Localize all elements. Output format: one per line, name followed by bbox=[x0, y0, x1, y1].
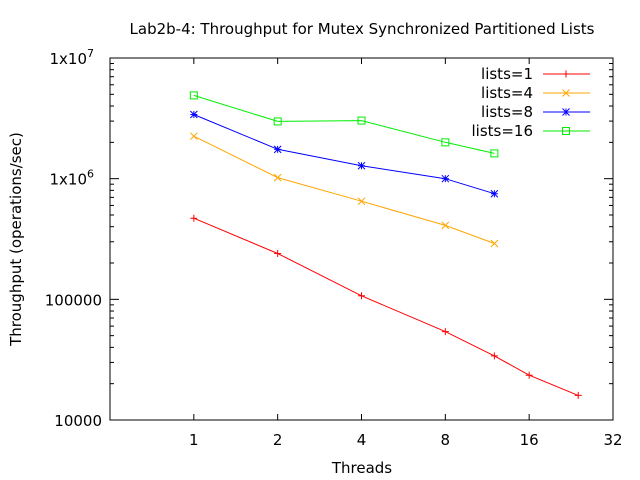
data-point-lists-1 bbox=[490, 352, 498, 360]
y-tick-label: 10000 bbox=[54, 412, 102, 430]
data-point-lists-1 bbox=[574, 391, 582, 399]
data-point-lists-8 bbox=[490, 189, 499, 198]
data-point-lists-4 bbox=[357, 197, 366, 206]
x-tick-label: 2 bbox=[273, 431, 283, 449]
legend-marker bbox=[562, 108, 570, 116]
y-tick-label: 100000 bbox=[45, 291, 102, 309]
y-tick-label-exponent: 6 bbox=[87, 168, 94, 181]
data-point-lists-4 bbox=[441, 221, 450, 230]
legend-marker bbox=[562, 127, 570, 135]
series-line-lists-16 bbox=[193, 94, 495, 154]
x-tick-label: 1 bbox=[189, 431, 199, 449]
y-tick-label: 1x106 bbox=[49, 168, 94, 189]
y-axis-label: Throughput (operations/sec) bbox=[7, 132, 25, 347]
x-tick-label: 4 bbox=[357, 431, 367, 449]
data-point-lists-8 bbox=[357, 161, 366, 170]
data-point-lists-8 bbox=[189, 110, 198, 119]
data-point-lists-16 bbox=[357, 116, 366, 125]
data-point-lists-1 bbox=[358, 292, 365, 300]
y-tick-label-exponent: 7 bbox=[87, 47, 94, 60]
data-point-lists-1 bbox=[525, 371, 533, 379]
x-tick-label: 16 bbox=[520, 431, 539, 449]
data-point-lists-16 bbox=[490, 149, 499, 158]
legend-label: lists=1 bbox=[481, 65, 533, 83]
legend-marker bbox=[562, 70, 570, 78]
x-tick-label: 32 bbox=[603, 431, 622, 449]
data-point-lists-1 bbox=[441, 328, 449, 336]
legend-marker bbox=[562, 89, 570, 97]
data-point-lists-8 bbox=[441, 174, 450, 183]
data-point-lists-16 bbox=[441, 138, 450, 147]
x-tick-label: 8 bbox=[441, 431, 451, 449]
data-point-lists-4 bbox=[490, 239, 499, 248]
y-tick-label-base: 1x10 bbox=[49, 171, 87, 189]
legend-label: lists=4 bbox=[481, 84, 533, 102]
chart-title: Lab2b-4: Throughput for Mutex Synchroniz… bbox=[130, 20, 595, 38]
y-tick-label: 1x107 bbox=[49, 47, 94, 68]
data-point-lists-1 bbox=[190, 214, 198, 222]
data-point-lists-1 bbox=[274, 249, 282, 257]
data-point-lists-8 bbox=[273, 145, 282, 154]
data-point-lists-16 bbox=[273, 117, 282, 126]
y-tick-label-base: 1x10 bbox=[49, 50, 87, 68]
legend-label: lists=16 bbox=[471, 122, 533, 140]
series-layer bbox=[189, 91, 582, 399]
x-axis-label: Threads bbox=[331, 459, 392, 477]
data-point-lists-4 bbox=[273, 173, 282, 182]
data-point-lists-4 bbox=[189, 132, 198, 141]
legend-label: lists=8 bbox=[481, 103, 533, 121]
data-point-lists-16 bbox=[189, 91, 198, 100]
